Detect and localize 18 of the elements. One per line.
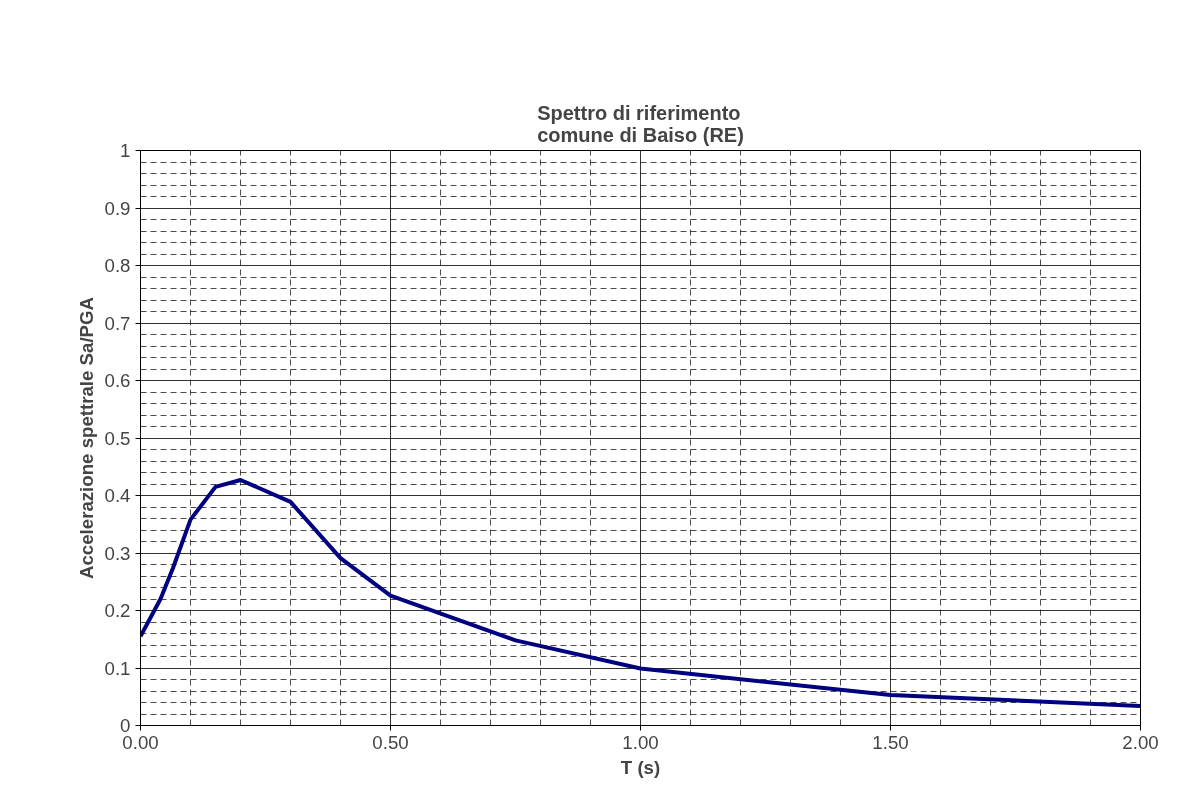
y-tick-label: 0.7 — [104, 312, 131, 334]
y-tick-label: 0.6 — [104, 370, 131, 391]
chart-title: Spettro di riferimento comune di Baiso (RE) — [537, 101, 744, 146]
line-series — [140, 477, 1141, 708]
y-tick-label: 0.3 — [104, 542, 131, 564]
x-tick-label: 0.50 — [372, 731, 409, 753]
y-tick-label: 0.1 — [104, 657, 131, 679]
y-tick-label: 0.9 — [104, 197, 131, 219]
x-tick-label: 1.00 — [622, 731, 659, 753]
y-tick-label: 0.8 — [104, 255, 131, 276]
y-tick-label: 0.4 — [104, 485, 131, 506]
y-tick-label: 0.2 — [104, 600, 131, 621]
y-axis-title: Accelerazione spettrale Sa/PGA — [75, 296, 97, 580]
y-tick-label: 1 — [120, 140, 131, 161]
x-tick-label: 1.50 — [872, 731, 909, 753]
y-tick-label: 0.5 — [104, 427, 131, 449]
x-axis-title: T (s) — [620, 756, 661, 778]
x-tick-label: 2.00 — [1122, 731, 1159, 753]
